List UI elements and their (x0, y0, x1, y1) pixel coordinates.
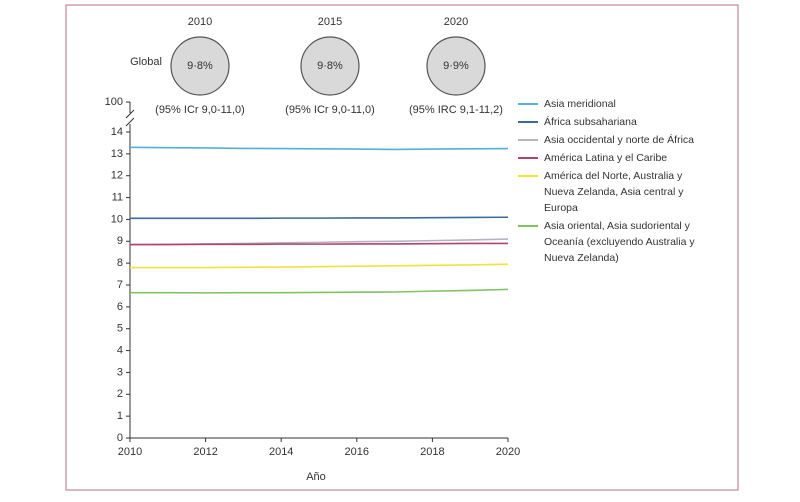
x-tick-label: 2014 (269, 446, 293, 458)
x-tick-label: 2010 (118, 446, 142, 458)
y-tick-label: 100 (105, 96, 123, 108)
global-ci: (95% ICr 9,0-11,0) (285, 104, 375, 116)
legend-label: Asia oriental, Asia sudoriental y Oceaní… (544, 220, 695, 264)
x-tick-label: 2018 (420, 446, 444, 458)
global-ci: (95% IRC 9,1-11,2) (409, 104, 503, 116)
global-year: 2020 (444, 16, 468, 28)
legend-swatch (518, 225, 538, 227)
y-tick-label: 9 (117, 235, 123, 247)
global-circle (300, 36, 360, 96)
series-line (130, 288, 509, 294)
x-axis-title: Año (306, 471, 326, 483)
global-ci: (95% ICr 9,0-11,0) (155, 104, 245, 116)
x-tick-label: 2020 (496, 446, 520, 458)
legend-label: África subsahariana (544, 116, 637, 128)
global-circle (170, 36, 230, 96)
y-tick-label: 1 (117, 410, 123, 422)
legend-item: Asia occidental y norte de África (518, 132, 708, 148)
series-line (130, 242, 508, 246)
global-value: 9·8% (187, 60, 213, 72)
legend-label: América del Norte, Australia y Nueva Zel… (544, 170, 684, 214)
legend: Asia meridional África subsahariana Asia o… (518, 96, 708, 268)
y-tick-label: 7 (117, 279, 123, 291)
series-line (130, 263, 509, 269)
y-tick-label: 8 (117, 257, 123, 269)
y-tick-label: 11 (112, 191, 123, 203)
frame (65, 4, 739, 491)
legend-item: África subsahariana (518, 114, 708, 130)
y-tick-label: 6 (117, 301, 123, 313)
legend-label: Asia meridional (544, 98, 616, 110)
y-tick-label: 13 (111, 148, 123, 160)
x-tick-label: 2016 (345, 446, 369, 458)
legend-swatch (518, 121, 538, 123)
legend-swatch (518, 157, 538, 159)
y-tick-label: 5 (117, 323, 123, 335)
series-line (130, 216, 509, 220)
legend-label: América Latina y el Caribe (544, 152, 668, 164)
y-tick-label: 2 (117, 388, 123, 400)
legend-item: Asia meridional (518, 96, 708, 112)
legend-item: América del Norte, Australia y Nueva Zel… (518, 168, 708, 216)
y-tick-label: 0 (117, 432, 123, 444)
y-tick-label: 14 (111, 126, 123, 138)
legend-item: Asia oriental, Asia sudoriental y Oceaní… (518, 218, 708, 266)
axis-break (125, 117, 135, 127)
y-tick-label: 12 (111, 170, 123, 182)
legend-label: Asia occidental y norte de África (544, 134, 694, 146)
x-tick-label: 2012 (193, 446, 217, 458)
y-tick-label: 10 (111, 213, 123, 225)
legend-swatch (518, 103, 538, 105)
global-value: 9·8% (317, 60, 343, 72)
series-line (129, 146, 509, 151)
global-circle (426, 36, 486, 96)
y-tick-label: 3 (117, 366, 123, 378)
global-year: 2015 (318, 16, 342, 28)
global-year: 2010 (188, 16, 212, 28)
legend-swatch (518, 175, 538, 177)
axis-break (125, 109, 135, 119)
y-tick-label: 4 (117, 344, 123, 356)
global-value: 9·9% (443, 60, 469, 72)
legend-item: América Latina y el Caribe (518, 150, 708, 166)
legend-swatch (518, 139, 538, 141)
global-label: Global (130, 56, 162, 68)
